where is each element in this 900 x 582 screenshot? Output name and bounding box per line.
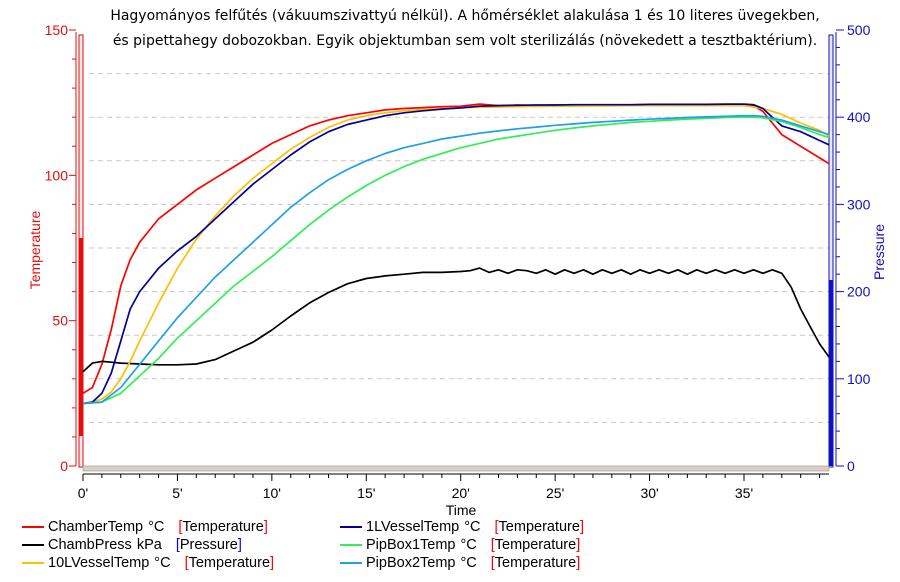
legend-series-name: ChamberTemp [48, 519, 144, 535]
x-axis-tick-label: 0' [78, 485, 88, 501]
legend-swatch [340, 562, 362, 564]
x-axis-tick-label: 5' [172, 485, 182, 501]
series-line-1lvesseltemp [82, 103, 830, 405]
x-axis-tick-label: 20' [452, 485, 470, 501]
legend-axis-ref: [Temperature] [490, 555, 581, 571]
right-axis-label: Pressure [871, 224, 887, 280]
legend-item-pipbox2temp: PipBox2Temp °C [Temperature] [340, 554, 580, 572]
legend-swatch [22, 562, 44, 564]
x-axis-tick-label: 35' [735, 485, 753, 501]
right-axis-tick-label: 0 [847, 458, 855, 474]
x-axis-tick-label: 10' [263, 485, 281, 501]
legend-item-10lvesseltemp: 10LVesselTemp °C [Temperature] [22, 554, 274, 572]
legend-item-chambpress: ChambPress kPa [Pressure] [22, 536, 242, 554]
chart-title-line-1: Hagyományos felfűtés (vákuumszivattyú né… [110, 8, 820, 24]
left-axis-tick-label: 50 [52, 313, 68, 329]
legend-series-name: 1LVesselTemp [366, 519, 460, 535]
legend-axis-ref: [Temperature] [178, 519, 268, 535]
right-axis-thumb [829, 280, 833, 466]
right-axis-tick-label: 400 [847, 109, 871, 125]
legend-series-name: 10LVesselTemp [48, 555, 150, 571]
legend-swatch [340, 526, 362, 528]
legend-series-name: PipBox2Temp [366, 555, 456, 571]
legend-swatch [22, 544, 44, 546]
legend-series-name: ChambPress [48, 537, 132, 553]
right-axis-tick-label: 500 [847, 22, 871, 38]
legend-swatch [22, 526, 44, 528]
series-line-chambpress [82, 267, 830, 373]
legend-unit: kPa [136, 537, 162, 553]
legend-unit: °C [154, 555, 171, 571]
time-axis-scrollbar [82, 465, 830, 472]
legend-axis-ref: [Temperature] [490, 537, 581, 553]
legend-series-name: PipBox1Temp [366, 537, 456, 553]
left-axis-label: Temperature [27, 210, 43, 289]
legend-axis-ref: [Pressure] [175, 537, 242, 553]
legend-swatch [340, 544, 362, 546]
series-line-chambertemp [82, 103, 830, 395]
legend-item-pipbox1temp: PipBox1Temp °C [Temperature] [340, 536, 580, 554]
legend-axis-ref: [Temperature] [494, 519, 584, 535]
legend-unit: °C [460, 537, 477, 553]
legend-axis-ref: [Temperature] [184, 555, 275, 571]
right-axis-tick-label: 300 [847, 196, 871, 212]
series-line-pipbox2temp [82, 114, 830, 405]
x-axis-tick-label: 30' [640, 485, 658, 501]
legend-unit: °C [460, 555, 477, 571]
x-axis-tick-label: 25' [546, 485, 564, 501]
series-line-10lvesseltemp [82, 104, 830, 405]
right-axis-tick-label: 200 [847, 284, 871, 300]
left-axis-tick-label: 150 [45, 22, 69, 38]
x-axis-tick-label: 15' [357, 485, 375, 501]
x-axis-label: Time [446, 502, 477, 518]
chart-title-line-2: és pipettahegy dobozokban. Egyik objektu… [112, 33, 818, 49]
legend-unit: °C [464, 519, 481, 535]
legend-unit: °C [148, 519, 165, 535]
right-axis-scrollbar [828, 34, 834, 468]
left-axis-tick-label: 100 [45, 167, 69, 183]
legend-item-1lvesseltemp: 1LVesselTemp °C [Temperature] [340, 518, 584, 536]
series-line-pipbox1temp [82, 116, 830, 405]
right-axis-tick-label: 100 [847, 371, 871, 387]
left-axis-tick-label: 0 [60, 458, 68, 474]
legend-item-chambertemp: ChamberTemp °C [Temperature] [22, 518, 268, 536]
left-axis-thumb [79, 238, 83, 436]
